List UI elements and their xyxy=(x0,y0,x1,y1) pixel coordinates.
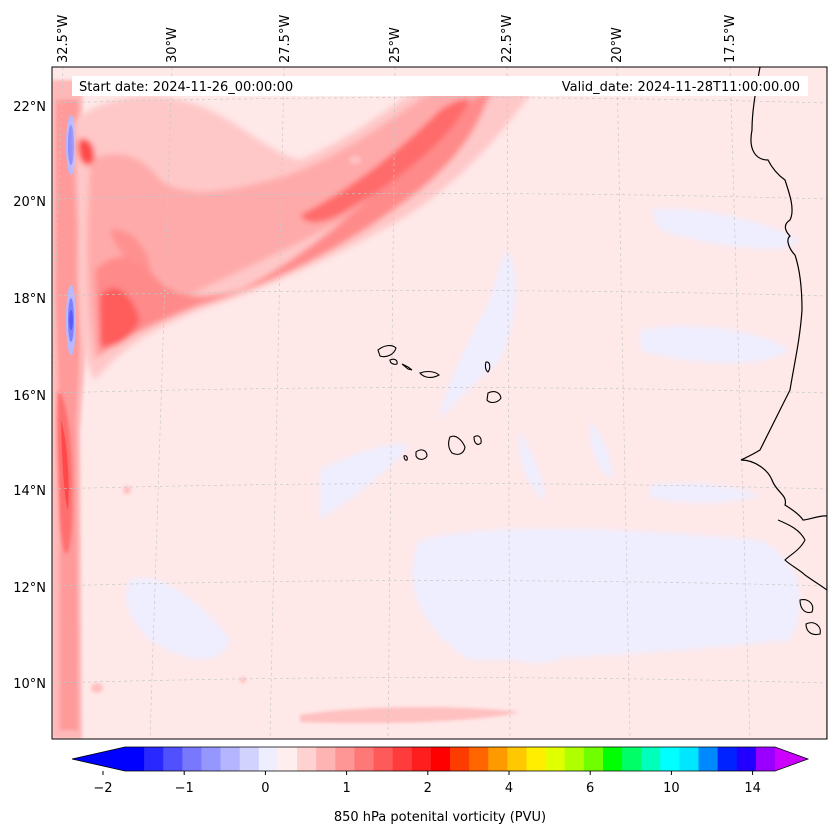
colorbar-cell xyxy=(258,747,279,771)
small-pv-patches xyxy=(91,156,520,724)
colorbar-cell xyxy=(144,747,164,771)
colorbar-cell xyxy=(277,747,298,771)
guinea-coast xyxy=(777,519,827,591)
colorbar-tick-label: 10 xyxy=(663,781,680,796)
info-bar xyxy=(72,76,808,96)
colorbar-under-arrow xyxy=(72,747,125,771)
lat-label: 10°N xyxy=(13,677,46,692)
lon-label: 17.5°W xyxy=(723,15,738,63)
colorbar-tick-label: 2 xyxy=(424,781,432,796)
pv-streamer-band xyxy=(74,80,541,380)
colorbar-cell xyxy=(679,747,700,771)
colorbar-cell xyxy=(450,747,470,771)
lat-labels: 22°N 20°N 18°N 16°N 14°N 12°N 10°N xyxy=(13,100,46,692)
colorbar-cell xyxy=(469,747,489,771)
colorbar-cells xyxy=(125,747,776,771)
lat-label: 14°N xyxy=(13,484,46,499)
lat-label: 12°N xyxy=(13,581,46,596)
valid-date-label: Valid_date: 2024-11-28T11:00:00.00 xyxy=(562,80,800,95)
map-area: Start date: 2024-11-26_00:00:00 Valid_da… xyxy=(52,67,827,739)
colorbar-cell xyxy=(622,747,642,771)
colorbar-cell xyxy=(660,747,680,771)
colorbar-cell xyxy=(430,747,451,771)
colorbar-cell xyxy=(239,747,260,771)
lat-label: 22°N xyxy=(13,100,46,115)
colorbar-tick-label: 0 xyxy=(261,781,269,796)
colorbar-cell xyxy=(220,747,241,771)
colorbar-cell xyxy=(201,747,222,771)
lon-label: 25°W xyxy=(388,27,403,63)
colorbar-over-arrow xyxy=(775,747,808,771)
colorbar-cell xyxy=(392,747,413,771)
lon-label: 22.5°W xyxy=(500,15,515,63)
colorbar-cell xyxy=(373,747,394,771)
colorbar-cell xyxy=(583,747,604,771)
colorbar-ticks: −2 −1 0 1 2 4 6 10 14 xyxy=(93,771,761,796)
cape-verde-islands xyxy=(377,345,502,461)
lat-label: 18°N xyxy=(13,292,46,307)
lat-label: 16°N xyxy=(13,389,46,404)
colorbar-cell xyxy=(297,747,317,771)
colorbar-cell xyxy=(182,747,202,771)
colorbar-tick-label: 4 xyxy=(505,781,513,796)
colorbar-cell xyxy=(755,747,776,771)
colorbar-tick-label: 1 xyxy=(342,781,350,796)
colorbar-cell xyxy=(335,747,355,771)
colorbar-tick-label: 6 xyxy=(586,781,594,796)
colorbar-cell xyxy=(545,747,566,771)
lat-label: 20°N xyxy=(13,195,46,210)
colorbar-cell xyxy=(736,747,757,771)
lon-label: 30°W xyxy=(165,27,180,63)
colorbar-cell xyxy=(717,747,738,771)
colorbar-cell xyxy=(163,747,183,771)
lon-label: 20°W xyxy=(610,27,625,63)
lon-labels: 32.5°W 30°W 27.5°W 25°W 22.5°W 20°W 17.5… xyxy=(56,15,738,63)
colorbar-cell xyxy=(125,747,145,771)
lon-label: 32.5°W xyxy=(56,15,71,63)
colorbar: −2 −1 0 1 2 4 6 10 14 850 hPa potenital vorticit… xyxy=(71,746,810,825)
map-frame xyxy=(51,66,828,740)
colorbar-cell xyxy=(602,747,623,771)
colorbar-tick-label: −2 xyxy=(93,781,112,796)
colorbar-cell xyxy=(411,747,432,771)
colorbar-cell xyxy=(507,747,527,771)
colorbar-cell xyxy=(488,747,508,771)
colorbar-title: 850 hPa potenital vorticity (PVU) xyxy=(334,810,546,825)
colorbar-cell xyxy=(641,747,661,771)
colorbar-cell xyxy=(526,747,547,771)
colorbar-cell xyxy=(354,747,375,771)
graticule xyxy=(52,67,827,739)
colorbar-tick-label: −1 xyxy=(175,781,194,796)
colorbar-cell xyxy=(698,747,719,771)
colorbar-cell xyxy=(316,747,336,771)
bissagos-islands xyxy=(799,599,821,636)
start-date-label: Start date: 2024-11-26_00:00:00 xyxy=(79,80,293,95)
colorbar-cell xyxy=(564,747,585,771)
colorbar-tick-label: 14 xyxy=(744,781,761,796)
lon-label: 27.5°W xyxy=(278,15,293,63)
colorbar-outline xyxy=(71,746,810,772)
africa-coastline xyxy=(740,67,827,739)
